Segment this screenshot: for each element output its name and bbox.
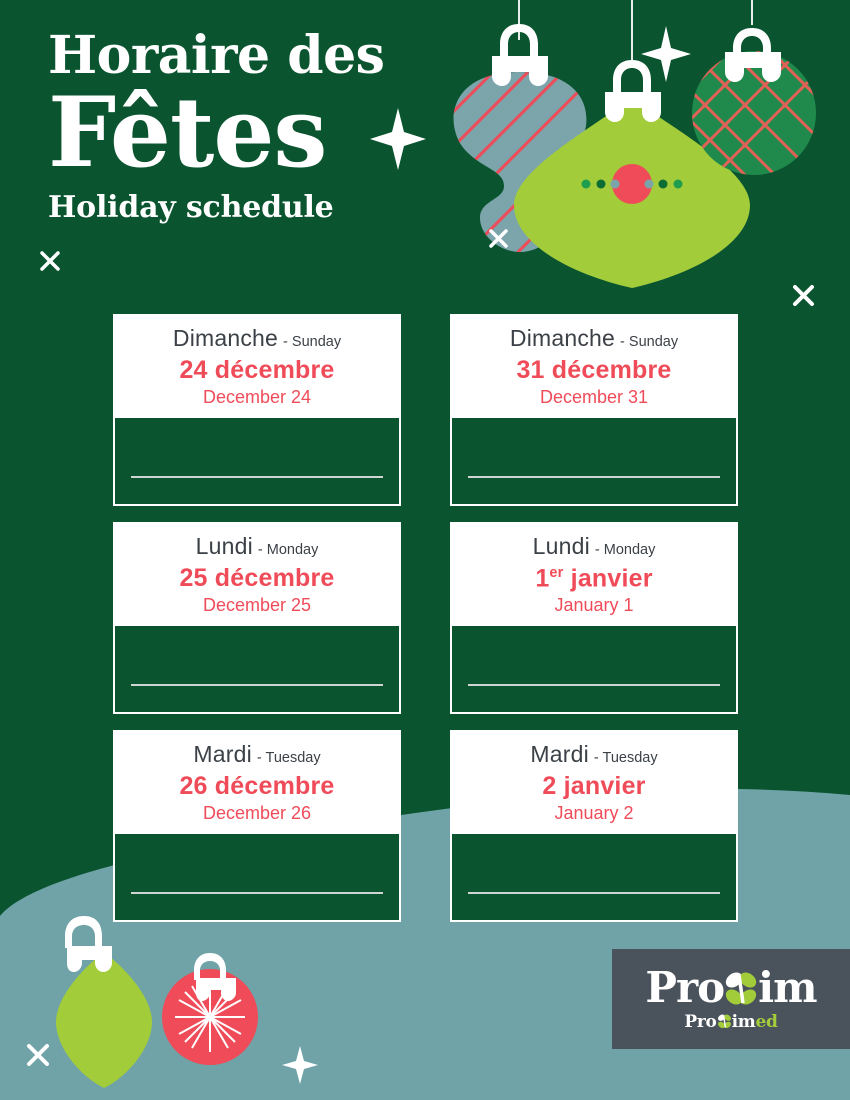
date-fr: 24 décembre bbox=[179, 356, 335, 384]
day-name-en: - Monday bbox=[594, 542, 656, 558]
x-sparkle-icon bbox=[40, 251, 60, 271]
ornament-cap bbox=[65, 916, 112, 972]
schedule-card[interactable]: Lundi - Monday 1er janvier January 1 bbox=[450, 522, 738, 715]
logo-butterfly-x-icon bbox=[724, 967, 758, 1009]
hours-write-in-area[interactable] bbox=[450, 418, 738, 506]
four-point-star-icon bbox=[282, 1046, 318, 1084]
ornament-cap bbox=[725, 28, 781, 82]
date-fr: 2 janvier bbox=[542, 772, 646, 801]
date-fr: 31 décembre bbox=[516, 356, 672, 384]
schedule-card[interactable]: Mardi - Tuesday 2 janvier January 2 bbox=[450, 730, 738, 923]
day-name-fr: Mardi bbox=[193, 741, 252, 768]
date-en: January 1 bbox=[554, 595, 634, 616]
red-snowflake-ball-ornament bbox=[162, 953, 258, 1065]
hours-write-in-area[interactable] bbox=[450, 834, 738, 923]
hours-write-in-area[interactable] bbox=[450, 626, 738, 715]
logo-wordmark: Pro im bbox=[645, 967, 817, 1009]
write-in-line bbox=[131, 892, 383, 895]
hours-write-in-area[interactable] bbox=[113, 626, 401, 714]
day-name-fr: Mardi bbox=[530, 741, 589, 768]
x-sparkle-icon bbox=[27, 1044, 49, 1066]
ornament-center-dot bbox=[612, 164, 652, 204]
logo-subbrand: Pro imed bbox=[684, 1013, 777, 1031]
page-subtitle: Holiday schedule bbox=[48, 189, 334, 225]
date-en: December 25 bbox=[202, 595, 312, 615]
date-fr-month: janvier bbox=[563, 564, 653, 593]
date-en: December 31 bbox=[539, 387, 649, 407]
day-name-fr: Dimanche bbox=[509, 325, 616, 351]
card-header: Dimanche - Sunday 24 décembre December 2… bbox=[113, 314, 401, 418]
ornament-cap bbox=[194, 953, 236, 1001]
day-name-fr: Lundi bbox=[532, 533, 590, 559]
logo-sub-butterfly-x-icon bbox=[717, 1013, 732, 1031]
lattice-ball-ornament bbox=[692, 28, 816, 175]
write-in-line bbox=[468, 684, 720, 687]
day-name-en: - Tuesday bbox=[593, 750, 658, 767]
schedule-row: Lundi - Monday 25 décembre December 25 L… bbox=[113, 522, 738, 715]
schedule-grid: Dimanche - Sunday 24 décembre December 2… bbox=[113, 314, 738, 938]
day-line: Lundi - Monday bbox=[121, 535, 393, 558]
x-sparkle-icon bbox=[489, 229, 508, 248]
schedule-row: Dimanche - Sunday 24 décembre December 2… bbox=[113, 314, 738, 506]
card-header: Mardi - Tuesday 26 décembre December 26 bbox=[113, 730, 401, 835]
logo-sub-mid: im bbox=[731, 1012, 756, 1032]
logo-sub-pre: Pro bbox=[684, 1012, 717, 1032]
day-name-en: - Monday bbox=[257, 542, 319, 558]
date-fr: 1er janvier bbox=[458, 566, 730, 591]
x-sparkle-icon bbox=[793, 285, 814, 306]
date-en: December 24 bbox=[202, 387, 312, 407]
hours-write-in-area[interactable] bbox=[113, 418, 401, 506]
page-title-line2: Fêtes bbox=[48, 76, 327, 189]
day-line: Mardi - Tuesday bbox=[121, 743, 393, 766]
day-line: Lundi - Monday bbox=[458, 535, 730, 558]
day-name-en: - Sunday bbox=[283, 334, 342, 350]
card-header: Lundi - Monday 1er janvier January 1 bbox=[450, 522, 738, 627]
card-header: Lundi - Monday 25 décembre December 25 bbox=[113, 522, 401, 626]
logo-text-post: im bbox=[758, 963, 817, 1012]
day-line: Dimanche - Sunday bbox=[121, 327, 393, 350]
poster-header: Horaire des Fêtes Holiday schedule bbox=[48, 25, 385, 225]
schedule-card[interactable]: Dimanche - Sunday 24 décembre December 2… bbox=[113, 314, 401, 506]
hours-write-in-area[interactable] bbox=[113, 834, 401, 923]
day-name-en: - Tuesday bbox=[256, 750, 321, 767]
ornament-strings bbox=[518, 0, 753, 62]
ornament-cap bbox=[605, 60, 661, 122]
write-in-line bbox=[131, 684, 383, 686]
page-title-line1: Horaire des bbox=[48, 25, 385, 86]
schedule-card[interactable]: Lundi - Monday 25 décembre December 25 bbox=[113, 522, 401, 714]
date-en: January 2 bbox=[554, 803, 634, 824]
ornament-cap bbox=[492, 24, 548, 86]
lime-teardrop-ornament-bottom bbox=[56, 916, 152, 1088]
logo-text-pre: Pro bbox=[645, 963, 725, 1012]
write-in-line bbox=[468, 892, 720, 895]
day-line: Mardi - Tuesday bbox=[458, 743, 730, 766]
date-fr: 25 décembre bbox=[179, 564, 335, 592]
schedule-card[interactable]: Dimanche - Sunday 31 décembre December 3… bbox=[450, 314, 738, 506]
proxim-logo: Pro im Pro imed bbox=[612, 949, 850, 1049]
day-name-fr: Dimanche bbox=[172, 325, 279, 351]
ornament-dot-row bbox=[581, 179, 683, 189]
date-fr-ordinal: er bbox=[549, 565, 564, 581]
day-line: Dimanche - Sunday bbox=[458, 327, 730, 350]
write-in-line bbox=[468, 476, 720, 478]
day-name-en: - Sunday bbox=[620, 334, 679, 350]
date-en: December 26 bbox=[202, 803, 312, 824]
schedule-card[interactable]: Mardi - Tuesday 26 décembre December 26 bbox=[113, 730, 401, 923]
day-name-fr: Lundi bbox=[195, 533, 253, 559]
date-fr: 26 décembre bbox=[179, 772, 335, 801]
date-fr-number: 1 bbox=[535, 564, 550, 593]
logo-sub-suffix: ed bbox=[755, 1012, 778, 1032]
schedule-row: Mardi - Tuesday 26 décembre December 26 … bbox=[113, 730, 738, 923]
four-point-star-icon bbox=[641, 26, 691, 82]
lime-teardrop-ornament bbox=[514, 60, 750, 288]
card-header: Dimanche - Sunday 31 décembre December 3… bbox=[450, 314, 738, 418]
card-header: Mardi - Tuesday 2 janvier January 2 bbox=[450, 730, 738, 835]
write-in-line bbox=[131, 476, 383, 478]
four-point-star-icon bbox=[370, 108, 426, 170]
